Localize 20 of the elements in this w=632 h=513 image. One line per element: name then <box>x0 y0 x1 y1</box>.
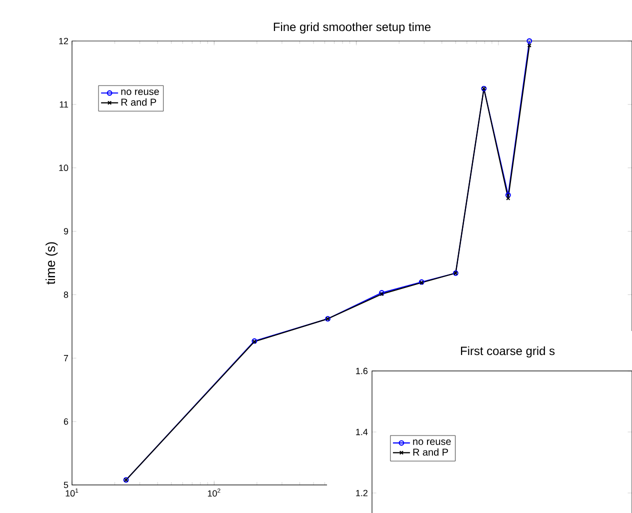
y-tick-label: 10 <box>59 164 68 172</box>
y-tick-label: 11 <box>60 101 68 108</box>
chart-title: Fine grid smoother setup time <box>274 22 431 34</box>
y-axis-title: time (s) <box>46 242 58 284</box>
x-tick-label: 10$^{2}$ <box>208 488 220 497</box>
annotation: 1.6 <box>356 368 368 374</box>
y-tick-label: 6 <box>64 418 68 425</box>
x-tick-label: 10$^{1}$ <box>66 488 78 497</box>
y-tick-label: 9 <box>64 228 68 234</box>
text: First coarse grid s <box>461 346 555 358</box>
y-tick-label: 5 <box>64 482 68 488</box>
y-tick-label: 7 <box>64 355 68 362</box>
annotation: 1.4 <box>356 428 368 436</box>
y-tick-label: 12 <box>59 38 68 44</box>
legend-label: no reuse <box>413 440 451 445</box>
legend-label: R and P <box>121 98 156 106</box>
legend-label: no reuse <box>121 90 159 96</box>
y-tick-label: 8 <box>64 292 68 298</box>
legend-label: R and P <box>413 448 448 456</box>
text: 1.2 <box>356 490 368 496</box>
